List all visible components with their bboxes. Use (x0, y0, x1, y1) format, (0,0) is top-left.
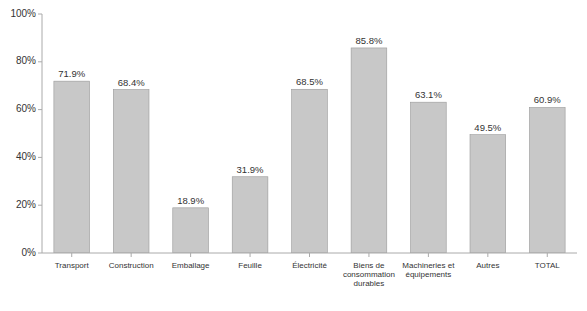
bar (292, 89, 328, 253)
data-label: 31.9% (237, 164, 264, 175)
data-label: 49.5% (474, 122, 501, 133)
y-tick-label: 20% (16, 199, 36, 210)
bar (470, 135, 506, 253)
y-tick-label: 80% (16, 55, 36, 66)
x-tick-label: Machineries etéquipements (402, 261, 455, 279)
chart: 0% 20% 40% 60% 80% 100% Transport Construction E… (0, 0, 587, 311)
x-tick-label: Construction (109, 261, 154, 270)
chart-container: 0% 20% 40% 60% 80% 100% Transport Construction E… (0, 0, 587, 311)
data-label: 68.5% (296, 76, 323, 87)
data-label: 68.4% (118, 77, 145, 88)
x-tick-label: Feuille (238, 261, 262, 270)
x-tick (309, 253, 310, 257)
y-tick (38, 253, 42, 254)
data-label: 60.9% (534, 94, 561, 105)
y-tick (38, 61, 42, 62)
x-tick (547, 253, 548, 257)
data-label: 63.1% (415, 89, 442, 100)
x-tick-label: TOTAL (535, 261, 561, 270)
x-tick (487, 253, 488, 257)
y-axis-line (42, 14, 43, 253)
x-tick-label: Emballage (172, 261, 210, 270)
axes: 0% 20% 40% 60% 80% 100% Transport Construction E… (10, 8, 577, 289)
y-tick-label: 0% (22, 247, 37, 258)
bar (232, 177, 268, 253)
x-tick (368, 253, 369, 257)
y-tick-label: 100% (10, 8, 36, 19)
x-tick (131, 253, 132, 257)
data-labels: 71.9% 68.4% 18.9% 31.9% 68.5% 85.8% 63.1% 49.5%… (58, 35, 561, 206)
bar (529, 107, 565, 253)
data-label: 85.8% (355, 35, 382, 46)
x-tick-label: Biens deconsommationdurables (343, 261, 395, 288)
x-tick (71, 253, 72, 257)
x-tick-label: Autres (476, 261, 499, 270)
y-tick (38, 157, 42, 158)
x-tick-label: Électricité (292, 261, 327, 270)
y-tick (38, 109, 42, 110)
data-label: 71.9% (58, 68, 85, 79)
y-tick-label: 40% (16, 151, 36, 162)
bar (54, 81, 90, 253)
x-tick (428, 253, 429, 257)
x-tick (250, 253, 251, 257)
y-tick-label: 60% (16, 103, 36, 114)
x-tick (190, 253, 191, 257)
bars (54, 48, 565, 253)
x-tick-label: Transport (55, 261, 90, 270)
y-tick (38, 205, 42, 206)
bar (411, 102, 447, 253)
data-label: 18.9% (177, 195, 204, 206)
bar (351, 48, 387, 253)
bar (173, 208, 209, 253)
bar (113, 90, 149, 253)
y-tick (38, 14, 42, 15)
